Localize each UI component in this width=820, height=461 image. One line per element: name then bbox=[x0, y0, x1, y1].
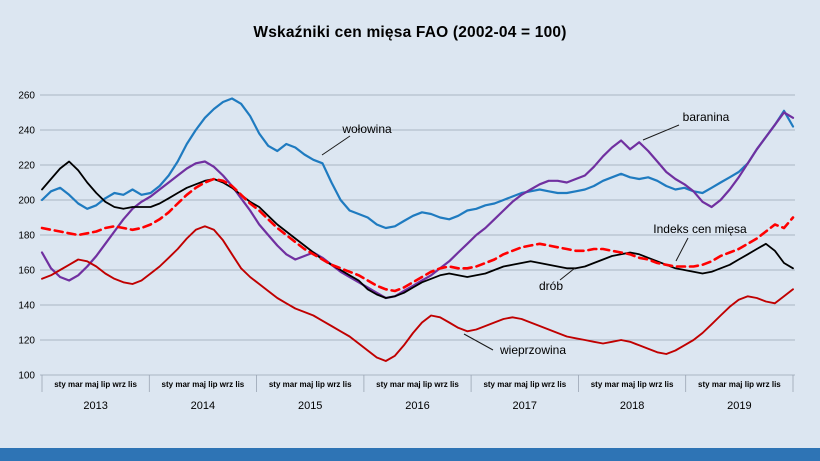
month-tick-labels: sty mar maj lip wrz lis bbox=[591, 380, 674, 389]
y-axis-tick-label: 140 bbox=[18, 301, 35, 312]
annotation-line-wieprzowina bbox=[463, 333, 494, 351]
annotation-line-indeks-cen-miesa bbox=[675, 237, 689, 262]
annotation-label-drob: drób bbox=[539, 279, 563, 293]
y-axis-tick-label: 100 bbox=[18, 371, 35, 382]
month-tick-labels: sty mar maj lip wrz lis bbox=[698, 380, 781, 389]
year-label: 2013 bbox=[83, 400, 107, 412]
series-indeks-cen-miesa bbox=[40, 177, 795, 293]
series-baranina bbox=[40, 111, 795, 300]
y-axis-tick-label: 260 bbox=[18, 91, 35, 102]
year-label: 2016 bbox=[405, 400, 429, 412]
bottom-accent-bar bbox=[0, 448, 820, 461]
annotation-label-wieprzowina: wieprzowina bbox=[499, 343, 566, 357]
y-axis-tick-label: 220 bbox=[18, 161, 35, 172]
month-tick-labels: sty mar maj lip wrz lis bbox=[162, 380, 245, 389]
series-wieprzowina bbox=[41, 225, 794, 362]
month-tick-labels: sty mar maj lip wrz lis bbox=[483, 380, 566, 389]
month-tick-labels: sty mar maj lip wrz lis bbox=[269, 380, 352, 389]
chart-title: Wskaźniki cen mięsa FAO (2002-04 = 100) bbox=[253, 24, 567, 41]
annotation-label-indeks-cen-miesa: Indeks cen mięsa bbox=[653, 222, 747, 236]
month-tick-labels: sty mar maj lip wrz lis bbox=[376, 380, 459, 389]
y-axis-tick-label: 120 bbox=[18, 336, 35, 347]
annotation-label-wolowina: wołowina bbox=[341, 122, 392, 136]
year-label: 2014 bbox=[191, 400, 215, 412]
annotation-line-wolowina bbox=[321, 135, 351, 156]
year-label: 2017 bbox=[513, 400, 537, 412]
series-wolowina bbox=[40, 97, 795, 230]
month-tick-labels: sty mar maj lip wrz lis bbox=[54, 380, 137, 389]
y-axis-tick-label: 180 bbox=[18, 231, 35, 242]
y-axis-tick-label: 160 bbox=[18, 266, 35, 277]
y-axis-tick-label: 200 bbox=[18, 196, 35, 207]
year-label: 2019 bbox=[727, 400, 751, 412]
annotation-label-baranina: baranina bbox=[683, 110, 730, 124]
price-chart: 100 120 140 160 180 200 220 240 260 sty mar maj l… bbox=[18, 91, 795, 412]
y-axis-tick-label: 240 bbox=[18, 126, 35, 137]
annotation-line-drob bbox=[559, 267, 576, 281]
annotation-line-baranina bbox=[642, 124, 680, 141]
year-label: 2015 bbox=[298, 400, 322, 412]
year-label: 2018 bbox=[620, 400, 644, 412]
